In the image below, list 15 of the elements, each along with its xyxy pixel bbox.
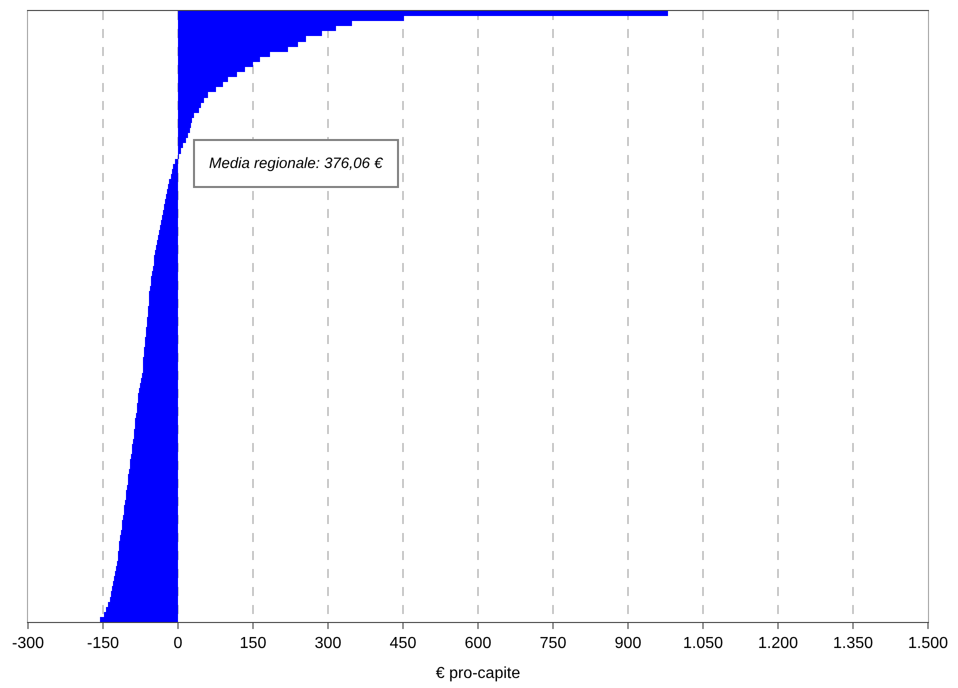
x-tick-label: -150	[86, 635, 120, 652]
x-tick-label: 900	[614, 635, 642, 652]
x-axis-title: € pro-capite	[436, 664, 520, 682]
x-tick-label: -300	[12, 635, 44, 652]
x-tick-label: 150	[240, 635, 266, 652]
x-tick-label: 1.050	[682, 635, 724, 652]
x-tick-label: 0	[174, 635, 183, 652]
x-tick-label: 1.500	[908, 635, 948, 652]
x-tick-label: 450	[390, 635, 416, 652]
x-tick-label: 750	[540, 635, 566, 652]
x-tick-label: 1.200	[758, 635, 798, 652]
x-tick-label: 300	[314, 635, 342, 652]
x-tick-label: 1.350	[832, 635, 874, 652]
x-tick-label: 600	[464, 635, 492, 652]
annotation: Media regionale: 376,06 €	[209, 155, 384, 172]
